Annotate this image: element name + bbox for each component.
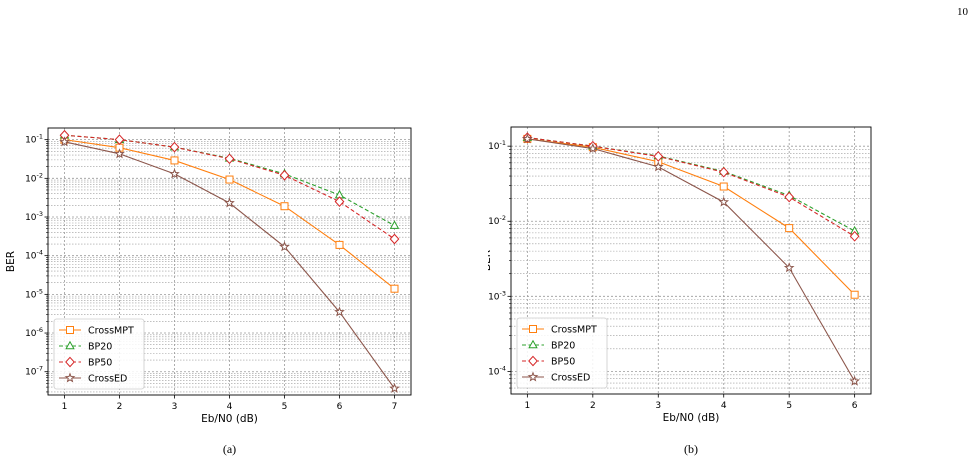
x-tick-label: 2 [117, 402, 123, 412]
x-tick-label: 1 [524, 401, 530, 411]
chart-caption: (b) [684, 442, 698, 456]
data-point-crossed [587, 142, 599, 154]
data-point-bp50 [653, 151, 664, 162]
data-point-crossmpt [335, 240, 344, 249]
x-tick-label: 1 [62, 402, 68, 412]
x-tick-label: 3 [172, 402, 178, 412]
y-tick-label: 10-3 [25, 210, 43, 223]
data-point-crossed [114, 148, 125, 159]
chart-b: 1 2 3 4 5 6 10-1 10-2 10-3 10-4 Eb/N0 (dB) BER Cross… [488, 126, 872, 456]
legend-box [53, 318, 145, 390]
data-point-crossed [224, 197, 235, 208]
chart-caption: (a) [223, 442, 236, 456]
legend-marker-crossed [527, 371, 539, 382]
series-line-crossed [527, 138, 856, 382]
data-point-crossmpt [850, 290, 859, 299]
plot-area [59, 129, 400, 393]
legend-marker-crossed [64, 372, 76, 383]
data-point-crossmpt [170, 156, 179, 165]
data-point-crossmpt [719, 182, 728, 191]
data-point-crossmpt [390, 284, 399, 293]
x-axis-label: Eb/N0 (dB) [201, 413, 258, 425]
legend-label-bp20: BP20 [88, 342, 112, 353]
legend: CrossMPT BP20 BP50 CrossED [516, 317, 608, 389]
legend-label-bp50: BP50 [88, 358, 112, 369]
data-point-crossed [652, 161, 664, 172]
y-tick-label: 10-5 [25, 287, 43, 300]
y-tick-label: 10-4 [25, 249, 43, 262]
y-axis-label: BER [5, 251, 17, 272]
plot-area [522, 132, 860, 386]
data-point-bp50 [224, 153, 235, 165]
y-tick-label: 10-4 [488, 364, 506, 377]
legend-label-crossmpt: CrossMPT [551, 325, 597, 336]
x-axis-label: Eb/N0 (dB) [663, 412, 720, 424]
x-tick-label: 7 [392, 402, 398, 412]
x-tick-label: 4 [721, 401, 727, 411]
x-tick-label: 6 [337, 402, 343, 412]
x-tick-label: 6 [852, 401, 858, 411]
data-point-bp50 [169, 141, 180, 153]
data-point-crossed [279, 241, 290, 252]
data-point-crossed [783, 262, 795, 273]
data-point-crossed [59, 136, 70, 147]
data-point-bp50 [334, 196, 345, 207]
data-point-bp50 [784, 191, 795, 203]
page-number: 10 [957, 6, 968, 18]
data-point-bp50 [849, 230, 860, 242]
data-point-bp50 [389, 233, 400, 245]
data-point-crossed [522, 133, 533, 144]
legend-marker-crossmpt [66, 326, 74, 334]
x-tick-label: 4 [227, 402, 233, 412]
data-point-crossmpt [785, 224, 794, 233]
data-point-bp20 [389, 220, 400, 229]
data-point-crossed [718, 196, 730, 207]
legend-marker-bp50 [65, 356, 75, 368]
data-point-crossed [169, 168, 180, 179]
legend-marker-bp20 [528, 339, 538, 349]
x-tick-label: 5 [786, 401, 792, 411]
y-tick-label: 10-7 [25, 365, 43, 378]
x-tick-label: 3 [655, 401, 661, 411]
y-tick-label: 10-1 [488, 139, 506, 152]
legend-label-bp50: BP50 [551, 357, 575, 368]
data-point-crossed [334, 306, 345, 317]
y-tick-label: 10-2 [488, 214, 506, 227]
legend-label-crossed: CrossED [88, 374, 127, 385]
data-point-crossmpt [280, 202, 289, 211]
data-point-bp50 [114, 134, 125, 145]
data-point-crossed [849, 375, 860, 386]
data-point-bp50 [718, 166, 729, 178]
y-tick-label: 10-3 [488, 289, 506, 302]
y-tick-label: 10-1 [25, 133, 43, 146]
data-point-crossed [389, 382, 400, 393]
data-point-bp50 [279, 169, 290, 181]
legend-label-crossed: CrossED [551, 373, 590, 384]
legend-marker-bp20 [65, 340, 75, 350]
chart-a: 1 2 3 4 5 6 7 10-1 10-2 10-3 10-4 10-5 10-6 10-7 Eb/N0… [5, 127, 412, 456]
y-tick-label: 10-2 [25, 171, 43, 184]
y-tick-label: 10-6 [25, 326, 43, 339]
legend-label-bp20: BP20 [551, 341, 575, 352]
legend: CrossMPT BP20 BP50 CrossED [53, 318, 145, 390]
legend-box [516, 317, 608, 389]
legend-label-crossmpt: CrossMPT [88, 326, 134, 337]
x-tick-label: 5 [282, 402, 288, 412]
series-line-crossmpt [527, 138, 856, 296]
x-tick-label: 2 [590, 401, 596, 411]
series-line-bp50 [527, 137, 855, 237]
data-point-crossmpt [225, 175, 234, 184]
legend-marker-crossmpt [529, 325, 537, 333]
legend-marker-bp50 [528, 355, 538, 367]
y-axis-label: BER [488, 250, 493, 271]
